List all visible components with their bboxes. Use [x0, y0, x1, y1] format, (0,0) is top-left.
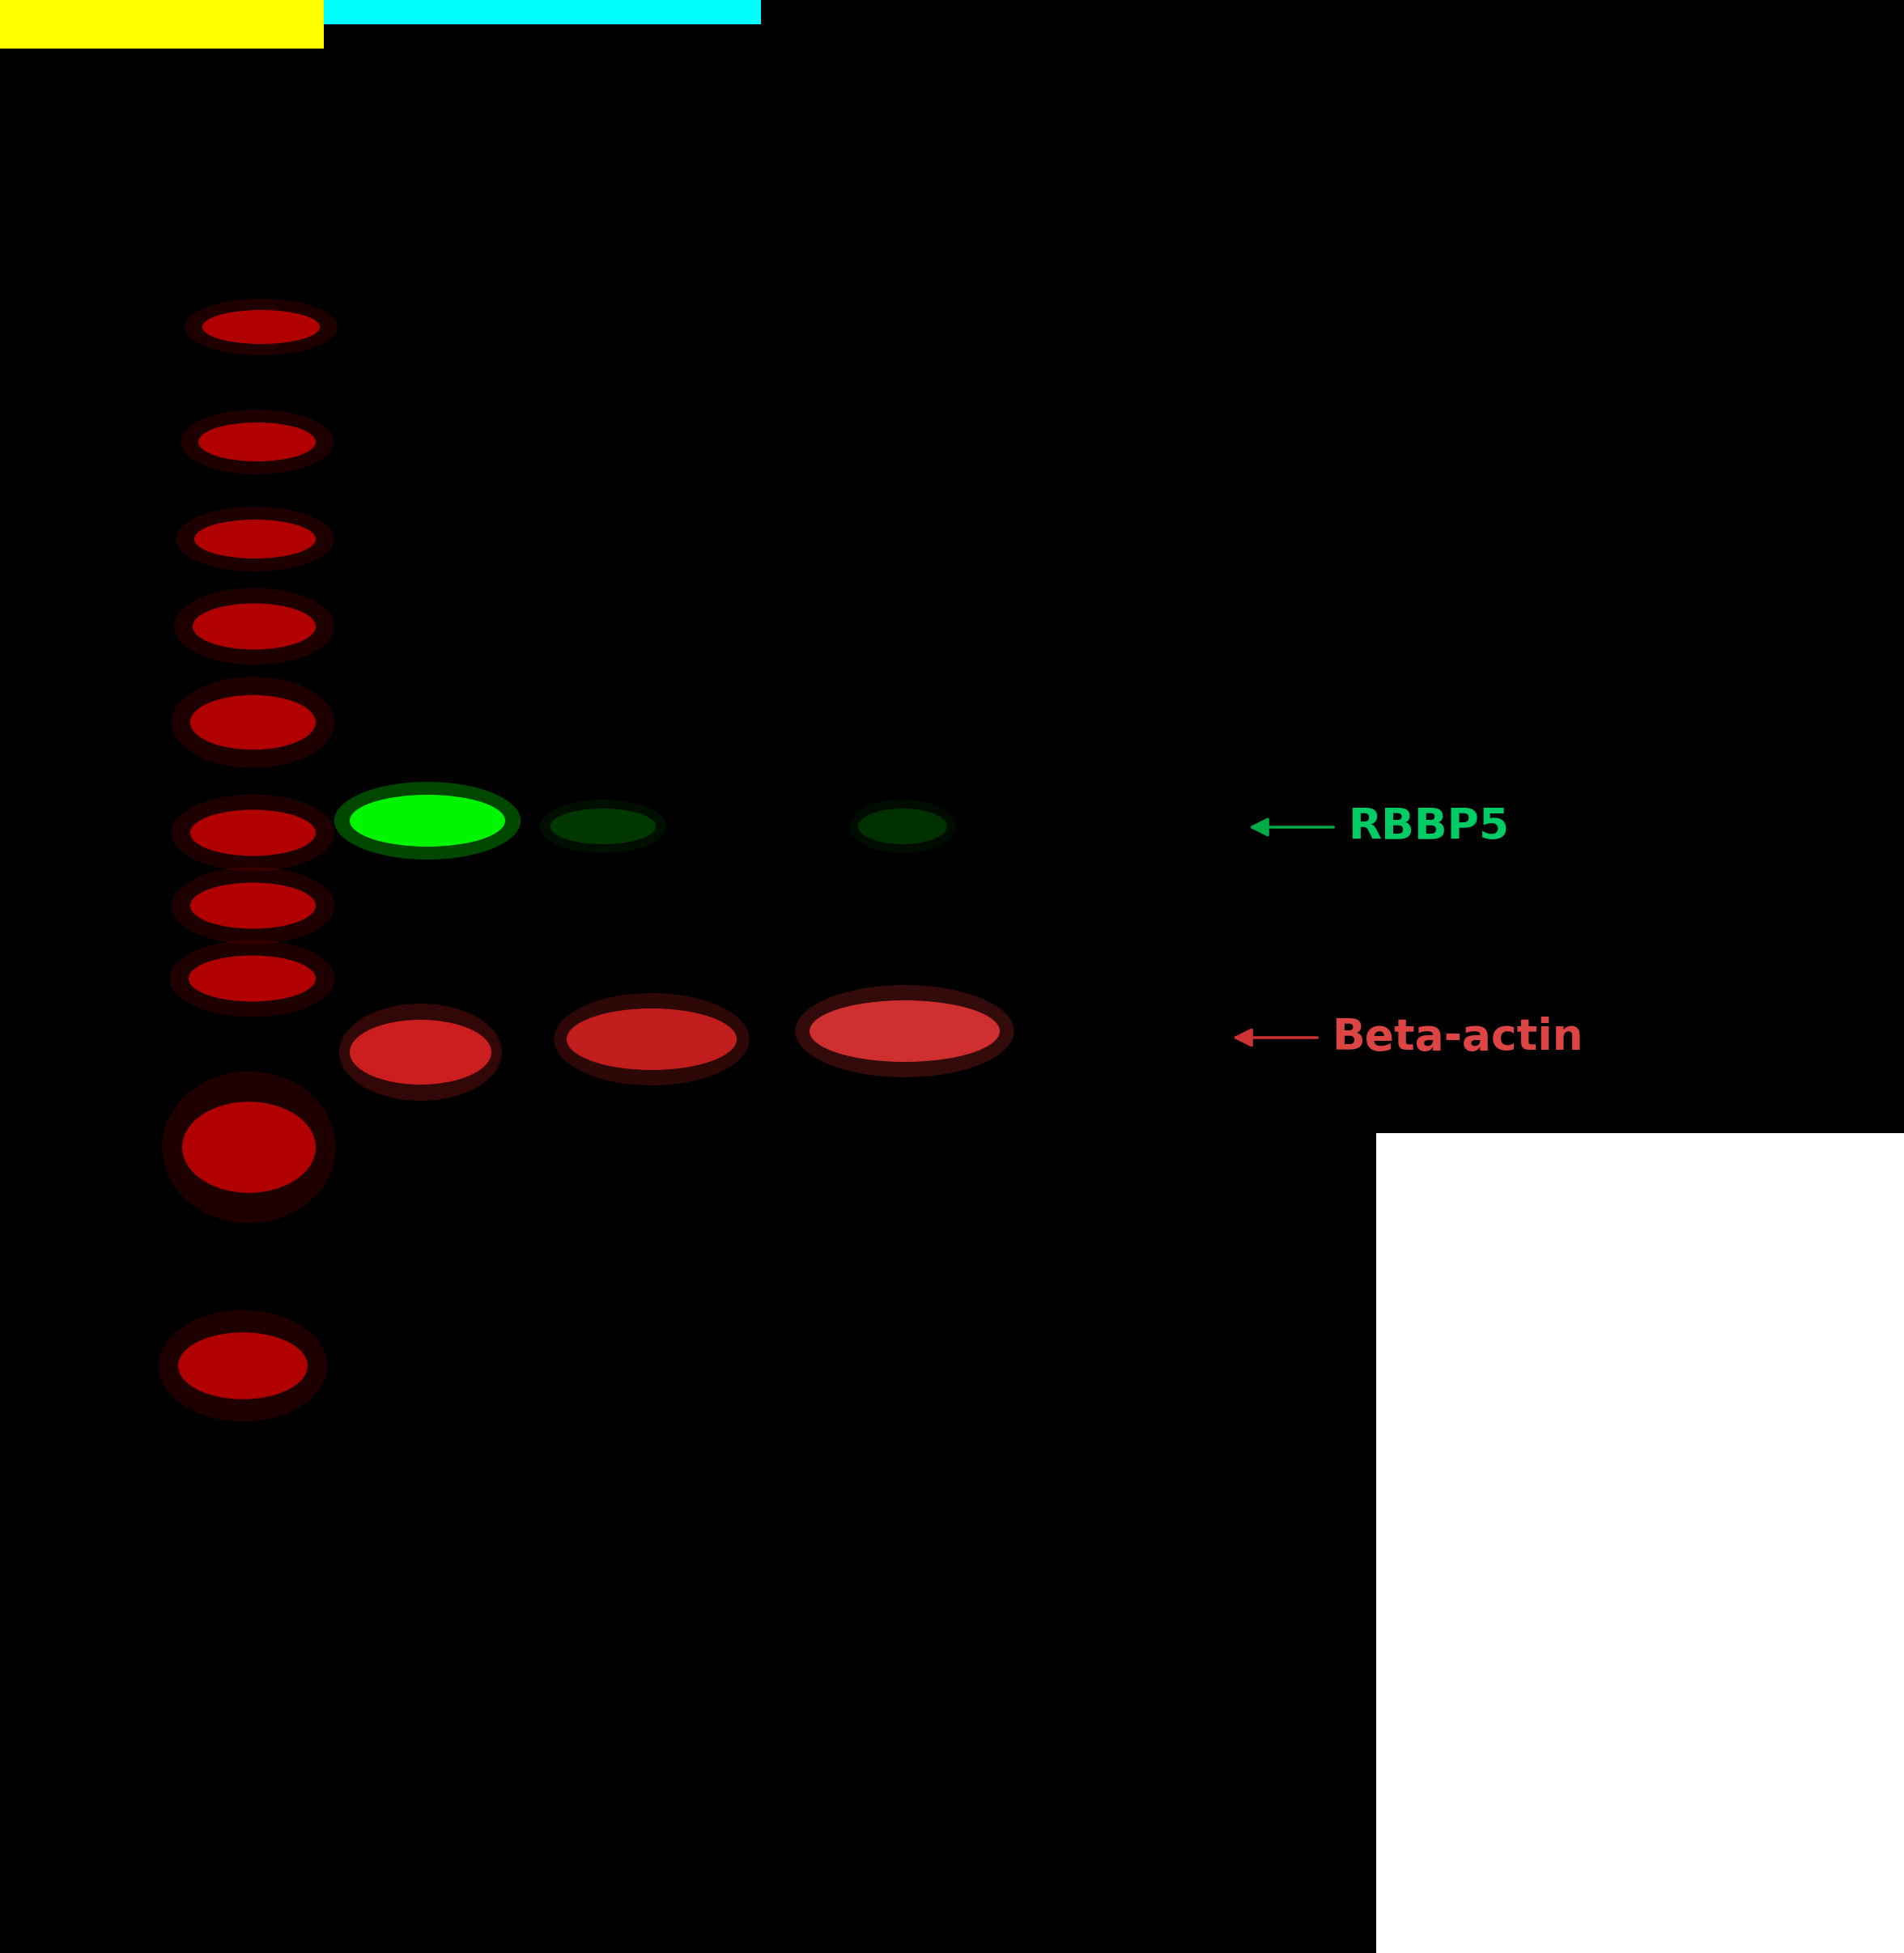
- Ellipse shape: [796, 984, 1015, 1078]
- Ellipse shape: [162, 1072, 335, 1223]
- Ellipse shape: [192, 603, 316, 650]
- Ellipse shape: [339, 1004, 503, 1101]
- Ellipse shape: [849, 799, 956, 853]
- Ellipse shape: [158, 1310, 327, 1422]
- Ellipse shape: [554, 992, 750, 1086]
- Ellipse shape: [185, 299, 337, 355]
- Bar: [0, 0, 324, 49]
- Ellipse shape: [171, 678, 335, 768]
- Ellipse shape: [179, 1332, 308, 1398]
- Ellipse shape: [202, 311, 320, 344]
- Ellipse shape: [350, 795, 505, 846]
- Ellipse shape: [181, 410, 333, 475]
- Ellipse shape: [335, 781, 520, 859]
- Ellipse shape: [550, 809, 655, 844]
- Ellipse shape: [350, 1019, 491, 1084]
- Ellipse shape: [188, 955, 316, 1002]
- Ellipse shape: [190, 695, 316, 750]
- Ellipse shape: [190, 883, 316, 930]
- Ellipse shape: [809, 1000, 1000, 1062]
- Ellipse shape: [198, 422, 316, 461]
- Bar: [324, 0, 762, 23]
- Ellipse shape: [171, 795, 335, 871]
- Ellipse shape: [541, 799, 666, 853]
- Ellipse shape: [183, 1101, 316, 1193]
- Ellipse shape: [567, 1008, 737, 1070]
- Ellipse shape: [175, 506, 333, 572]
- Text: Beta-actin: Beta-actin: [1331, 1018, 1582, 1059]
- Ellipse shape: [173, 588, 335, 664]
- Text: RBBP5: RBBP5: [1348, 807, 1510, 848]
- Ellipse shape: [171, 867, 335, 943]
- Bar: [1377, 1133, 1904, 1953]
- Ellipse shape: [859, 809, 946, 844]
- Ellipse shape: [194, 519, 316, 559]
- Ellipse shape: [169, 939, 335, 1018]
- Ellipse shape: [190, 810, 316, 855]
